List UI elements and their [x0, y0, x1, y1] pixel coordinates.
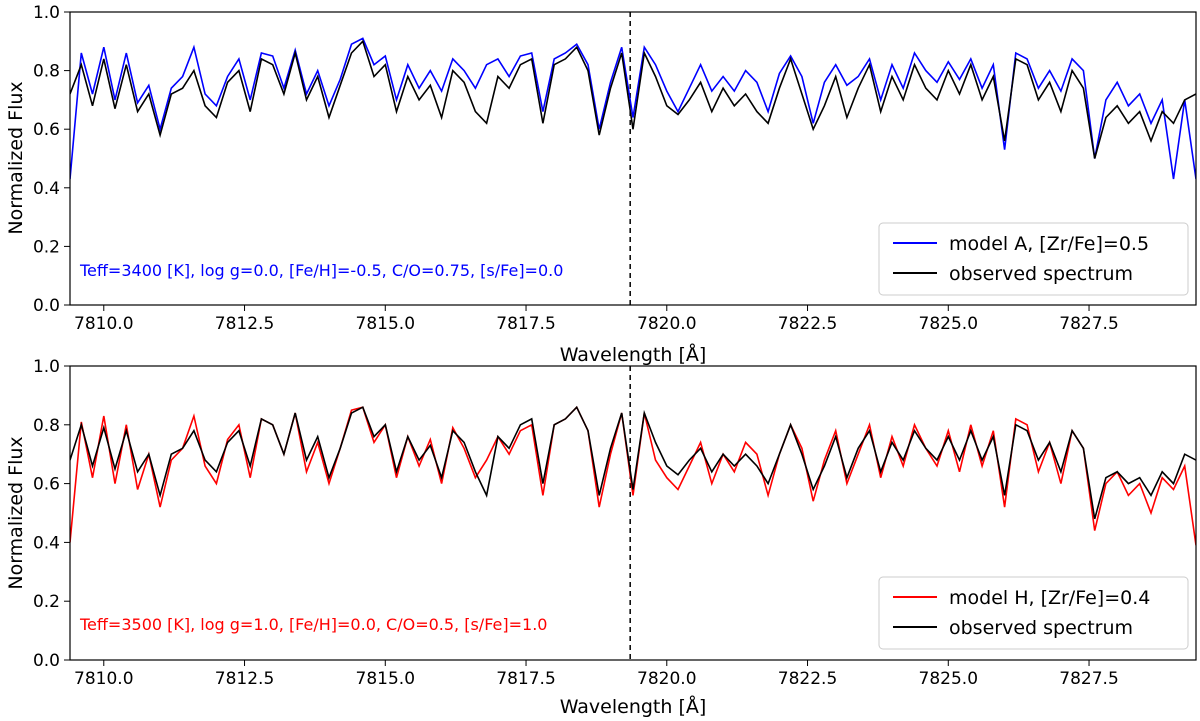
top-plot-area [70, 12, 1196, 305]
bottom-x-axis-label: Wavelength [Å] [560, 695, 707, 718]
top-x-tick-label: 7822.5 [778, 314, 837, 334]
top-x-tick-label: 7827.5 [1059, 314, 1118, 334]
top-panel: 7810.0 7812.5 7815.0 7817.5 7820.0 7822.5 7825… [5, 3, 1197, 366]
top-y-axis-label: Normalized Flux [5, 81, 27, 234]
bottom-y-tick-label: 0.6 [33, 475, 60, 495]
bottom-legend-box [878, 576, 1189, 650]
top-parameters-annotation: Teff=3400 [K], log g=0.0, [Fe/H]=-0.5, C… [79, 261, 563, 280]
top-y-ticks: 0.0 0.2 0.4 0.6 0.8 1.0 [33, 3, 70, 316]
bottom-x-tick-label: 7820.0 [637, 669, 696, 689]
bottom-axes-frame [69, 365, 1197, 661]
bottom-x-tick-label: 7827.5 [1059, 669, 1118, 689]
bottom-legend: model H, [Zr/Fe]=0.4 observed spectrum [878, 576, 1189, 650]
bottom-x-ticks: 7810.0 7812.5 7815.0 7817.5 7820.0 7822.5 7825… [74, 660, 1119, 689]
bottom-legend-label-observed: observed spectrum [949, 617, 1133, 639]
bottom-model-h-line [70, 405, 1196, 546]
top-axes-frame [69, 11, 1197, 306]
bottom-y-axis-label: Normalized Flux [5, 436, 27, 589]
top-y-tick-label: 0.0 [33, 296, 60, 316]
top-x-tick-label: 7817.5 [496, 314, 555, 334]
bottom-x-tick-label: 7817.5 [496, 669, 555, 689]
top-observed-line [70, 39, 1196, 159]
top-y-tick-label: 0.2 [33, 237, 60, 257]
bottom-panel: 7810.0 7812.5 7815.0 7817.5 7820.0 7822.5 7825… [5, 357, 1197, 718]
bottom-y-tick-label: 0.0 [33, 651, 60, 671]
top-legend-label-model: model A, [Zr/Fe]=0.5 [949, 233, 1149, 255]
bottom-x-tick-label: 7810.0 [74, 669, 133, 689]
top-y-tick-label: 0.6 [33, 120, 60, 140]
top-y-tick-label: 0.8 [33, 62, 60, 82]
top-x-ticks: 7810.0 7812.5 7815.0 7817.5 7820.0 7822.5 7825… [74, 305, 1119, 334]
bottom-y-tick-label: 0.4 [33, 533, 60, 553]
bottom-y-tick-label: 0.8 [33, 416, 60, 436]
top-x-axis-label: Wavelength [Å] [560, 343, 707, 366]
bottom-x-tick-label: 7815.0 [356, 669, 415, 689]
bottom-x-tick-label: 7822.5 [778, 669, 837, 689]
bottom-x-tick-label: 7812.5 [215, 669, 274, 689]
top-x-tick-label: 7820.0 [637, 314, 696, 334]
bottom-legend-label-model: model H, [Zr/Fe]=0.4 [949, 587, 1150, 609]
bottom-y-tick-label: 1.0 [33, 357, 60, 377]
top-legend-box [878, 222, 1189, 296]
bottom-y-tick-label: 0.2 [33, 592, 60, 612]
bottom-plot-area [70, 366, 1196, 660]
bottom-observed-line [70, 405, 1196, 520]
bottom-parameters-annotation: Teff=3500 [K], log g=1.0, [Fe/H]=0.0, C/… [79, 615, 547, 634]
top-x-tick-label: 7815.0 [356, 314, 415, 334]
top-x-tick-label: 7810.0 [74, 314, 133, 334]
top-y-tick-label: 0.4 [33, 179, 60, 199]
top-legend-label-observed: observed spectrum [949, 263, 1133, 285]
top-legend: model A, [Zr/Fe]=0.5 observed spectrum [878, 222, 1189, 296]
top-x-tick-label: 7825.0 [919, 314, 978, 334]
top-x-tick-label: 7812.5 [215, 314, 274, 334]
top-model-a-line [70, 37, 1196, 180]
top-y-tick-label: 1.0 [33, 3, 60, 23]
bottom-y-ticks: 0.0 0.2 0.4 0.6 0.8 1.0 [33, 357, 70, 671]
bottom-x-tick-label: 7825.0 [919, 669, 978, 689]
